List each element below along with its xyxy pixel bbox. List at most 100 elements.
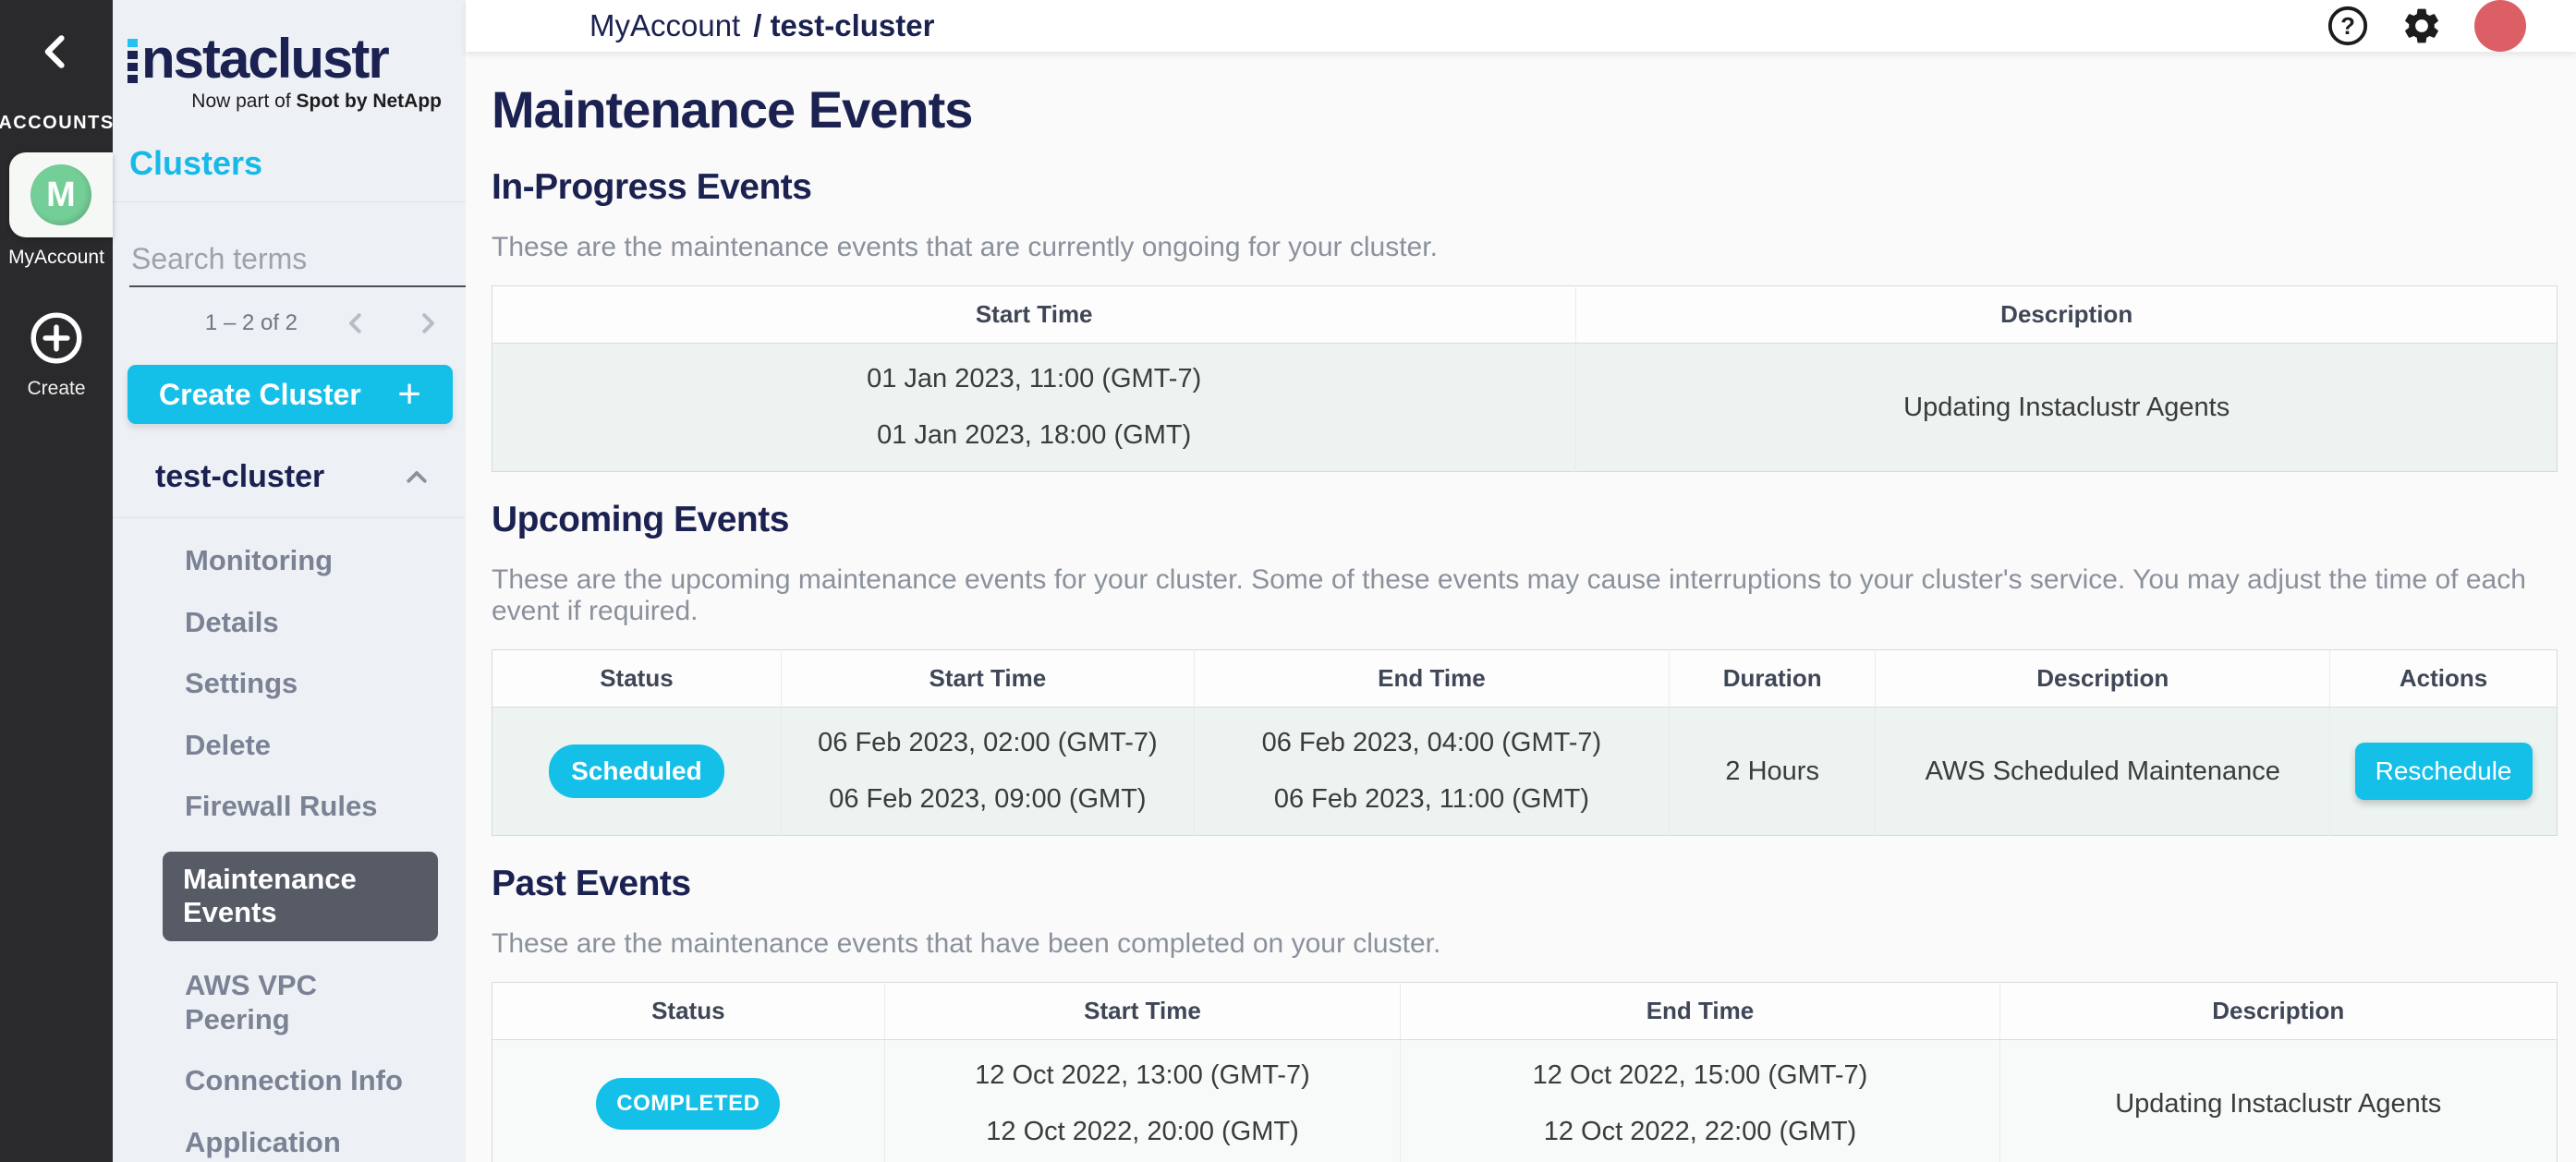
help-icon: ?: [2327, 6, 2368, 46]
table-row: COMPLETED 12 Oct 2022, 13:00 (GMT-7) 12 …: [492, 1039, 2558, 1162]
cluster-sidebar: nstaclustr Now part of Spot by NetApp Cl…: [113, 0, 466, 1162]
status-badge-scheduled: Scheduled: [549, 744, 724, 798]
start-time-local: 01 Jan 2023, 11:00 (GMT-7): [867, 364, 1202, 393]
column-header-end-time: End Time: [1193, 649, 1670, 708]
in-progress-description: These are the maintenance events that ar…: [492, 232, 1438, 262]
topbar: MyAccount / test-cluster ?: [466, 0, 2576, 52]
start-time-cell: 06 Feb 2023, 02:00 (GMT-7) 06 Feb 2023, …: [780, 707, 1195, 836]
sidebar-item-delete[interactable]: Delete: [185, 728, 272, 761]
topbar-actions: ?: [2295, 0, 2576, 52]
search-input[interactable]: [129, 238, 466, 287]
sidebar-item-details[interactable]: Details: [185, 605, 279, 638]
accounts-label: ACCOUNTS: [0, 113, 115, 133]
clusters-heading: Clusters: [129, 144, 263, 182]
breadcrumb: MyAccount / test-cluster: [466, 8, 934, 43]
duration-cell: 2 Hours: [1668, 707, 1876, 836]
create-account-button[interactable]: Create: [27, 309, 86, 400]
column-header-status: Status: [492, 982, 885, 1040]
status-badge-completed: COMPLETED: [596, 1078, 781, 1130]
past-heading: Past Events: [492, 864, 691, 903]
settings-button[interactable]: [2400, 5, 2443, 47]
upcoming-description: These are the upcoming maintenance event…: [492, 564, 2526, 626]
start-time-local: 12 Oct 2022, 13:00 (GMT-7): [975, 1060, 1310, 1090]
status-cell: COMPLETED: [492, 1040, 885, 1162]
table-row: Scheduled 06 Feb 2023, 02:00 (GMT-7) 06 …: [492, 707, 2558, 836]
help-button[interactable]: ?: [2327, 5, 2369, 47]
end-time-local: 06 Feb 2023, 04:00 (GMT-7): [1261, 728, 1602, 757]
logo-wordmark: nstaclustr: [141, 28, 390, 90]
sidebar-item-test-cluster[interactable]: test-cluster: [155, 459, 431, 517]
description-cell: AWS Scheduled Maintenance: [1875, 707, 2330, 836]
table-row: 01 Jan 2023, 11:00 (GMT-7) 01 Jan 2023, …: [492, 343, 2558, 472]
column-header-start-time: Start Time: [780, 649, 1195, 708]
sidebar-pagination: 1 – 2 of 2: [113, 309, 442, 337]
tagline-bold: Spot by NetApp: [296, 91, 443, 112]
sidebar-item-firewall-rules[interactable]: Firewall Rules: [185, 790, 378, 823]
start-time-cell: 12 Oct 2022, 13:00 (GMT-7) 12 Oct 2022, …: [883, 1039, 1401, 1162]
column-header-start-time: Start Time: [883, 982, 1401, 1040]
brand-logo: nstaclustr Now part of Spot by NetApp: [113, 31, 466, 113]
page-content: Maintenance Events In-Progress Events Th…: [466, 52, 2576, 1162]
cluster-name-label: test-cluster: [155, 459, 325, 494]
plus-circle-icon: [30, 312, 82, 364]
accounts-rail: ACCOUNTS M MyAccount Create: [0, 0, 113, 1162]
sidebar-next-page-button[interactable]: [414, 309, 442, 337]
page-title: Maintenance Events: [492, 80, 973, 139]
end-time-cell: 12 Oct 2022, 15:00 (GMT-7) 12 Oct 2022, …: [1400, 1039, 2000, 1162]
chevron-left-icon: [44, 35, 65, 68]
in-progress-heading: In-Progress Events: [492, 167, 812, 207]
sidebar-item-aws-vpc-peering[interactable]: AWS VPC Peering: [185, 969, 317, 1035]
start-time-local: 06 Feb 2023, 02:00 (GMT-7): [818, 728, 1158, 757]
sidebar-item-settings[interactable]: Settings: [185, 667, 298, 700]
start-time-gmt: 12 Oct 2022, 20:00 (GMT): [986, 1117, 1299, 1146]
upcoming-heading: Upcoming Events: [492, 500, 789, 539]
column-header-duration: Duration: [1668, 649, 1876, 708]
end-time-gmt: 12 Oct 2022, 22:00 (GMT): [1543, 1117, 1857, 1146]
chevron-up-icon: [407, 470, 427, 483]
column-header-description: Description: [1875, 649, 2330, 708]
start-time-gmt: 06 Feb 2023, 09:00 (GMT): [829, 784, 1147, 814]
user-avatar[interactable]: [2474, 0, 2526, 52]
svg-text:?: ?: [2340, 14, 2355, 40]
sidebar-item-maintenance-events[interactable]: Maintenance Events: [163, 851, 438, 942]
column-header-status: Status: [492, 649, 782, 708]
start-time-gmt: 01 Jan 2023, 18:00 (GMT): [877, 420, 1192, 450]
column-header-description: Description: [1575, 285, 2558, 344]
create-cluster-button[interactable]: Create Cluster +: [128, 365, 453, 424]
sidebar-item-application-logs[interactable]: Application Logs: [185, 1125, 341, 1162]
past-description: These are the maintenance events that ha…: [492, 928, 1441, 959]
sidebar-item-connection-info[interactable]: Connection Info: [185, 1064, 403, 1097]
back-button[interactable]: [29, 24, 84, 79]
chevron-right-icon: [422, 313, 434, 333]
logo-i-glyph: [128, 39, 138, 87]
sidebar-prev-page-button[interactable]: [342, 309, 370, 337]
column-header-description: Description: [1999, 982, 2558, 1040]
account-avatar: M: [30, 164, 91, 225]
upcoming-table: Status Start Time End Time Duration Desc…: [492, 649, 2558, 836]
past-table: Status Start Time End Time Description C…: [492, 982, 2558, 1162]
account-avatar-initial: M: [46, 175, 76, 214]
status-cell: Scheduled: [492, 708, 782, 836]
brand-tagline: Now part of Spot by NetApp: [128, 91, 442, 113]
reschedule-button[interactable]: Reschedule: [2354, 743, 2533, 800]
gear-icon: [2405, 8, 2438, 43]
breadcrumb-cluster: / test-cluster: [753, 8, 935, 42]
actions-cell: Reschedule: [2329, 707, 2558, 836]
cluster-list-divider: [113, 517, 466, 518]
sidebar-divider: [113, 201, 466, 202]
tagline-prefix: Now part of: [191, 91, 297, 112]
start-time-cell: 01 Jan 2023, 11:00 (GMT-7) 01 Jan 2023, …: [492, 344, 1576, 472]
breadcrumb-account[interactable]: MyAccount: [589, 8, 741, 42]
main-area: MyAccount / test-cluster ? Maintenance E…: [466, 0, 2576, 1162]
column-header-end-time: End Time: [1400, 982, 2000, 1040]
end-time-gmt: 06 Feb 2023, 11:00 (GMT): [1273, 784, 1590, 814]
end-time-local: 12 Oct 2022, 15:00 (GMT-7): [1532, 1060, 1868, 1090]
sidebar-item-monitoring[interactable]: Monitoring: [185, 544, 334, 576]
account-name-label: MyAccount: [8, 247, 104, 268]
account-card-myaccount[interactable]: M: [9, 152, 113, 237]
description-cell: Updating Instaclustr Agents: [1575, 343, 2558, 472]
cluster-search: [129, 234, 466, 287]
in-progress-table: Start Time Description 01 Jan 2023, 11:0…: [492, 285, 2558, 472]
create-account-label: Create: [27, 378, 86, 399]
